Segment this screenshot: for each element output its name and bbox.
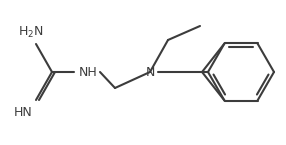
Text: HN: HN xyxy=(14,106,33,118)
Text: N: N xyxy=(145,66,155,78)
Text: NH: NH xyxy=(79,66,97,78)
Text: $\mathrm{H_2N}$: $\mathrm{H_2N}$ xyxy=(18,25,43,40)
